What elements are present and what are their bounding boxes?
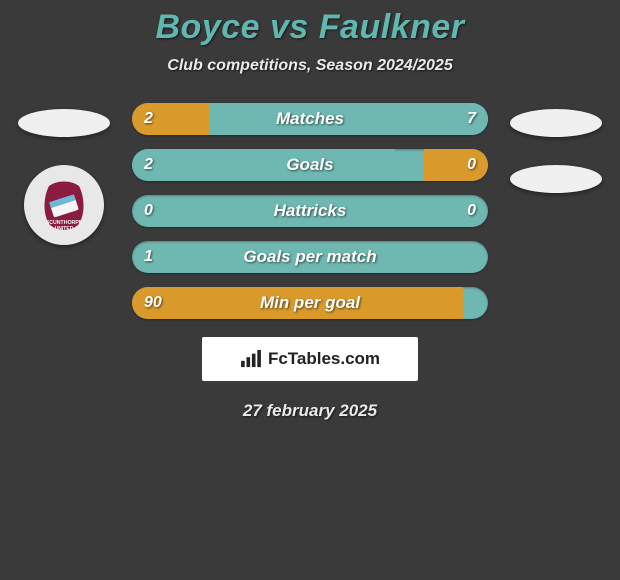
stat-label: Matches <box>132 103 488 135</box>
left-club-badge: SCUNTHORPE UNITED <box>24 165 104 245</box>
stat-label: Goals per match <box>132 241 488 273</box>
page-title: Boyce vs Faulkner <box>0 8 620 47</box>
attribution-text: FcTables.com <box>268 349 380 369</box>
page-subtitle: Club competitions, Season 2024/2025 <box>0 57 620 75</box>
stat-label: Min per goal <box>132 287 488 319</box>
chart-icon <box>240 350 262 368</box>
scunthorpe-crest-icon: SCUNTHORPE UNITED <box>29 170 99 240</box>
right-player-avatar <box>510 109 602 137</box>
stat-bar: 90Min per goal <box>132 287 488 319</box>
attribution-badge[interactable]: FcTables.com <box>202 337 418 381</box>
stat-label: Hattricks <box>132 195 488 227</box>
page-root: Boyce vs Faulkner Club competitions, Sea… <box>0 0 620 421</box>
stat-bar: 00Hattricks <box>132 195 488 227</box>
left-player-avatar <box>18 109 110 137</box>
svg-text:UNITED: UNITED <box>55 226 74 232</box>
right-club-badge <box>510 165 602 193</box>
stat-bar: 27Matches <box>132 103 488 135</box>
footer-date: 27 february 2025 <box>0 401 620 421</box>
stat-label: Goals <box>132 149 488 181</box>
right-player-column <box>506 103 606 193</box>
stat-bars: 27Matches 20Goals 00Hattricks 1Goals per ma… <box>132 103 488 319</box>
stat-bar: 20Goals <box>132 149 488 181</box>
left-player-column: SCUNTHORPE UNITED <box>14 103 114 245</box>
comparison-row: SCUNTHORPE UNITED 27Matches 20Goals 00Hatt… <box>0 103 620 319</box>
stat-bar: 1Goals per match <box>132 241 488 273</box>
